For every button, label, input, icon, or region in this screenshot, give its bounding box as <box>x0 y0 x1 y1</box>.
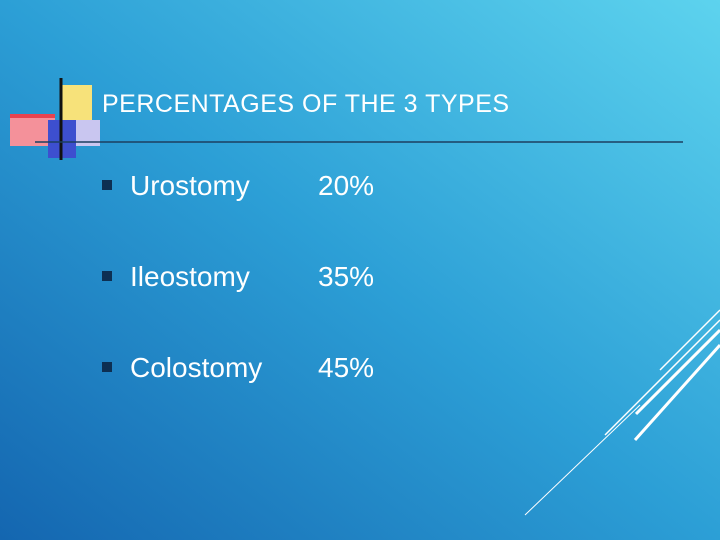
corner-line <box>634 328 720 416</box>
corner-line <box>633 343 720 442</box>
bullet <box>102 271 112 281</box>
corner-line <box>659 309 720 371</box>
slide-title: PERCENTAGES OF THE 3 TYPES <box>102 90 510 118</box>
bullet-item: Colostomy 45% <box>102 352 374 383</box>
bullet-item: Urostomy 20% <box>102 170 374 201</box>
title-decoration <box>10 78 683 160</box>
deco-red <box>10 114 55 146</box>
bullet <box>102 180 112 190</box>
deco-yellow <box>60 85 92 121</box>
bullet <box>102 362 112 372</box>
item-value: 45% <box>318 352 374 383</box>
corner-line <box>524 404 641 516</box>
item-value: 35% <box>318 261 374 292</box>
item-label: Urostomy <box>130 170 250 201</box>
bullet-item: Ileostomy 35% <box>102 261 374 292</box>
item-value: 20% <box>318 170 374 201</box>
bullet-list: Urostomy 20% Ileostomy 35% Colostomy 45% <box>102 170 374 383</box>
corner-line <box>604 319 720 436</box>
deco-red-edge <box>10 114 55 118</box>
corner-lines <box>524 309 720 516</box>
item-label: Ileostomy <box>130 261 250 292</box>
item-label: Colostomy <box>130 352 262 383</box>
